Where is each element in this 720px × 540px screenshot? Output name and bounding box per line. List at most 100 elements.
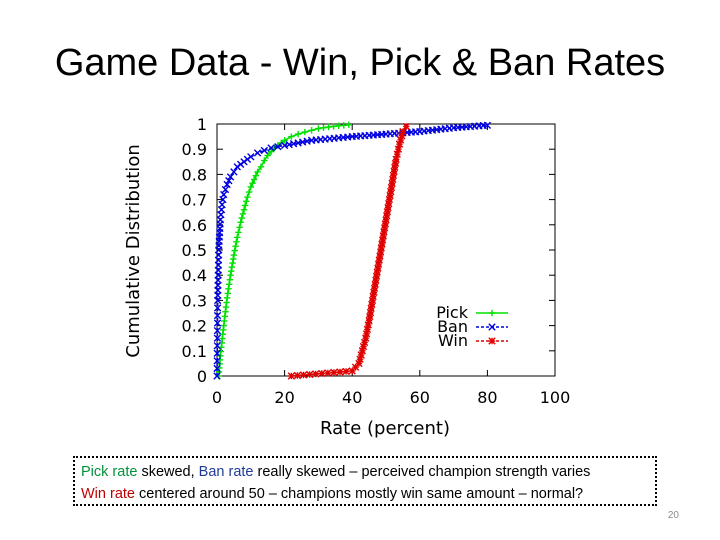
- caption-line-win: Win rate centered around 50 – champions …: [81, 483, 649, 505]
- legend-label-win: Win: [438, 331, 468, 350]
- caption-segment: Ban rate: [198, 464, 254, 480]
- win-point: [398, 132, 406, 140]
- caption-segment: Win rate: [81, 486, 135, 502]
- y-tick-label: 0.9: [182, 140, 207, 159]
- y-tick-label: 0: [197, 367, 207, 386]
- win-point: [357, 351, 365, 359]
- win-point: [402, 122, 410, 131]
- win-point: [399, 127, 407, 136]
- win-point: [318, 369, 326, 378]
- ban-point: [213, 326, 222, 335]
- ban-point: [217, 211, 225, 219]
- y-axis-label: Cumulative Distribution: [123, 144, 144, 357]
- ban-point: [213, 357, 221, 365]
- ban-point: [226, 173, 235, 181]
- win-point: [287, 372, 296, 380]
- ban-point: [260, 146, 269, 155]
- series-win: [287, 122, 410, 380]
- win-point: [394, 145, 403, 153]
- series-pick: [215, 121, 353, 380]
- x-tick-label: 0: [212, 388, 222, 407]
- ban-point: [303, 137, 311, 145]
- win-point: [360, 338, 369, 347]
- y-tick-label: 0.3: [182, 291, 207, 310]
- ban-point: [217, 205, 226, 214]
- y-tick-label: 0.6: [182, 216, 207, 235]
- win-point: [393, 150, 401, 158]
- ban-point: [483, 121, 492, 129]
- win-point: [299, 371, 308, 379]
- y-tick-label: 0.2: [182, 317, 207, 336]
- ban-point: [253, 149, 262, 157]
- page-number: 20: [667, 510, 679, 521]
- y-tick-label: 0.7: [182, 191, 207, 210]
- ban-point: [213, 372, 221, 380]
- win-point: [312, 370, 320, 378]
- slide-title: Game Data - Win, Pick & Ban Rates: [54, 42, 666, 84]
- win-point: [355, 359, 363, 368]
- x-axis-label: Rate (percent): [320, 418, 450, 438]
- ban-point: [213, 349, 221, 358]
- ban-point: [247, 153, 255, 161]
- win-point: [293, 371, 302, 380]
- ban-point: [219, 195, 227, 204]
- y-tick-label: 0.1: [182, 342, 207, 361]
- y-tick-label: 0.5: [182, 241, 207, 260]
- win-point: [330, 368, 338, 377]
- cdf-chart: 0 0.1 0.2 0.3 0.4 0.5 0.6 0.7 0.8 0.9 1 0 20 40 60 80 10…: [123, 115, 571, 438]
- y-tick-label: 0.4: [182, 266, 207, 285]
- win-point: [342, 367, 350, 376]
- ban-point: [223, 180, 231, 189]
- win-point: [324, 369, 332, 377]
- win-point: [358, 347, 367, 355]
- x-tick-label: 80: [477, 388, 497, 407]
- ban-point: [285, 140, 293, 149]
- legend-label-pick: Pick: [436, 303, 469, 322]
- ban-point: [225, 177, 233, 185]
- ban-point: [274, 142, 282, 151]
- win-point: [356, 355, 364, 363]
- plot-border: [216, 123, 556, 377]
- ban-point: [213, 342, 221, 350]
- series-ban: [213, 121, 492, 380]
- caption-segment: skewed,: [137, 464, 199, 480]
- ban-point: [216, 216, 225, 224]
- caption-segment: really skewed – perceived champion stren…: [253, 464, 591, 480]
- y-tick-label: 0.8: [182, 165, 207, 184]
- caption-line-pick-ban: Pick rate skewed, Ban rate really skewed…: [81, 461, 649, 483]
- ban-point: [213, 334, 222, 342]
- win-point: [396, 136, 405, 144]
- ban-point: [213, 364, 221, 373]
- ban-point: [280, 141, 289, 150]
- caption-segment: Pick rate: [81, 464, 138, 480]
- caption-box: Pick rate skewed, Ban rate really skewed…: [73, 456, 657, 506]
- tick-layer: 0 0.1 0.2 0.3 0.4 0.5 0.6 0.7 0.8 0.9 1 0 20 40 60 80 10…: [182, 115, 571, 407]
- ban-point: [289, 140, 298, 148]
- x-tick-label: 40: [342, 388, 362, 407]
- ban-point: [267, 144, 275, 152]
- x-tick-label: 100: [540, 388, 571, 407]
- ban-point: [221, 185, 230, 194]
- ban-point: [218, 200, 226, 209]
- y-tick-label: 1: [197, 115, 207, 134]
- win-point: [359, 342, 368, 351]
- win-point: [305, 370, 314, 379]
- ban-point: [213, 304, 222, 312]
- ban-point: [213, 319, 222, 327]
- caption-segment: centered around 50 – champions mostly wi…: [135, 486, 584, 502]
- ban-point: [294, 139, 302, 147]
- win-point: [336, 368, 344, 376]
- legend-label-ban: Ban: [437, 317, 468, 336]
- x-tick-label: 20: [274, 388, 294, 407]
- ban-point: [220, 190, 228, 199]
- win-point: [395, 140, 404, 148]
- x-tick-label: 60: [410, 388, 430, 407]
- win-line: [291, 126, 407, 377]
- legend-marker-win: [488, 337, 496, 345]
- win-point: [392, 155, 400, 163]
- plot-frame: [216, 123, 556, 377]
- ban-point: [230, 168, 238, 176]
- series-layer: [213, 121, 492, 380]
- ban-point: [298, 138, 307, 146]
